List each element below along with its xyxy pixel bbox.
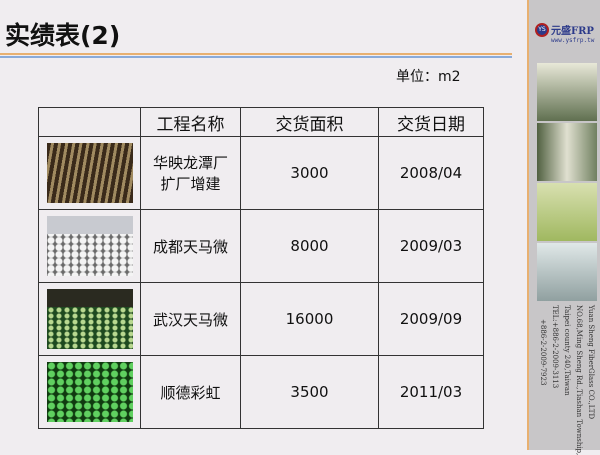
area: 3500 <box>240 355 379 429</box>
date: 2008/04 <box>378 136 484 210</box>
slide-title: 实绩表(2) <box>5 21 121 50</box>
sidebar-photo <box>537 243 597 301</box>
sidebar-photo <box>537 123 597 181</box>
table-row: 成都天马微 8000 2009/03 <box>38 209 484 283</box>
address-line: +886-2-2009-7923 <box>539 319 547 386</box>
unit-label: 单位：m2 <box>396 69 461 85</box>
header-project: 工程名称 <box>140 107 241 137</box>
project-photo <box>46 216 133 276</box>
address-line: TEL:+886-2-2009-3113 <box>551 305 559 389</box>
ys-logo-icon: YS <box>535 22 549 37</box>
sidebar-photo <box>537 183 597 241</box>
table-row: 武汉天马微 16000 2009/09 <box>38 282 484 356</box>
sidebar-photo <box>537 63 597 121</box>
company-address: Yuan Sheng FiberGlass CO.,LTD NO.68,Ming… <box>533 305 597 455</box>
area: 16000 <box>240 282 379 356</box>
date: 2011/03 <box>378 355 484 429</box>
website-url[interactable]: www.ysfrp.tw <box>551 37 595 44</box>
address-line: Taipei county 240,Taiwan <box>563 305 571 396</box>
project-name: 顺德彩虹 <box>140 355 241 429</box>
address-line: Yuan Sheng FiberGlass CO.,LTD <box>587 305 595 420</box>
divider-orange <box>0 53 512 55</box>
right-sidebar: YS 元盛FRP www.ysfrp.tw Yuan Sheng FiberGl… <box>527 0 600 455</box>
date: 2009/09 <box>378 282 484 356</box>
project-name: 武汉天马微 <box>140 282 241 356</box>
table-header: 工程名称 交货面积 交货日期 <box>38 107 484 137</box>
divider-blue <box>0 56 512 58</box>
table-row: 华映龙潭厂 扩厂增建 3000 2008/04 <box>38 136 484 210</box>
header-area: 交货面积 <box>240 107 379 137</box>
area: 3000 <box>240 136 379 210</box>
date: 2009/03 <box>378 209 484 283</box>
logo-text: 元盛FRP <box>551 26 594 37</box>
address-line: NO.68,Ming Sheng Rd.,Tiashan Township, <box>575 305 583 455</box>
header-photo <box>38 107 141 137</box>
performance-table: 工程名称 交货面积 交货日期 华映龙潭厂 扩厂增建 3000 2008/04 成都天… <box>38 107 484 429</box>
project-name: 成都天马微 <box>140 209 241 283</box>
project-photo <box>46 289 133 349</box>
area: 8000 <box>240 209 379 283</box>
company-logo: YS 元盛FRP <box>535 22 594 37</box>
project-photo <box>46 143 133 203</box>
project-photo <box>46 362 133 422</box>
table-row: 顺德彩虹 3500 2011/03 <box>38 355 484 429</box>
project-name: 华映龙潭厂 扩厂增建 <box>140 136 241 210</box>
header-date: 交货日期 <box>378 107 484 137</box>
